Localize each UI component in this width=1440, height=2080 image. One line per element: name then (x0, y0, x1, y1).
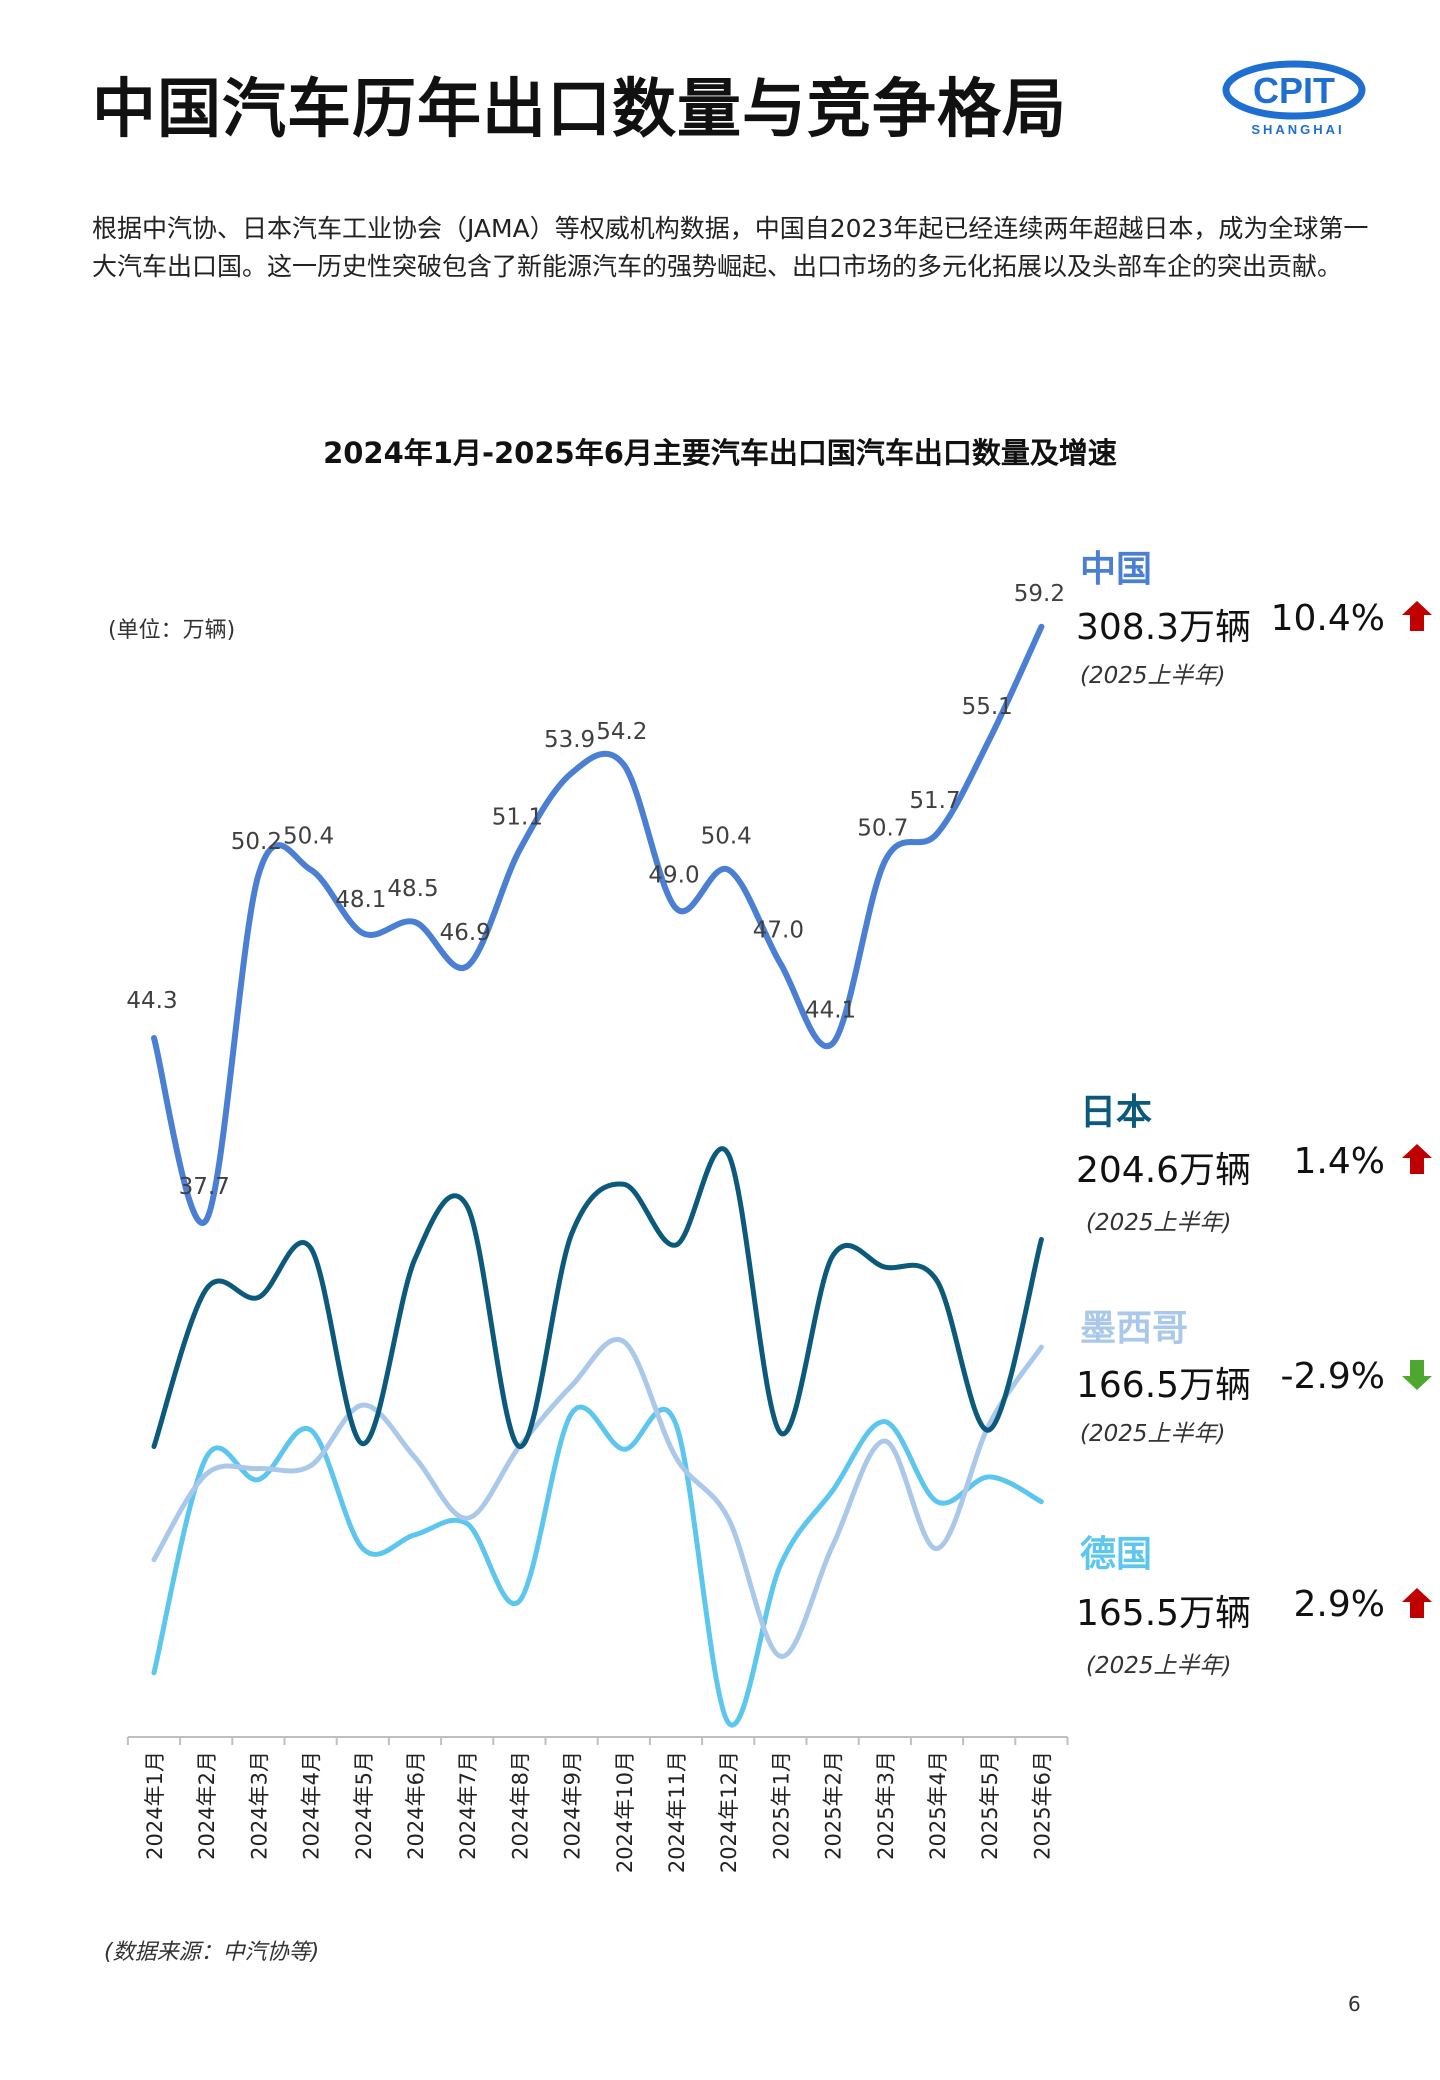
x-tick-label: 2024年2月 (195, 1751, 219, 1860)
x-tick-label: 2024年12月 (717, 1751, 741, 1873)
x-tick-label: 2024年4月 (300, 1751, 324, 1860)
country-growth: 1.4% (1293, 1141, 1385, 1182)
x-tick-label: 2024年3月 (247, 1751, 271, 1860)
country-name: 中国 (1080, 549, 1153, 590)
data-label: 44.1 (805, 998, 856, 1024)
page-title: 中国汽车历年出口数量与竞争格局 (92, 73, 1067, 147)
x-tick-label: 2024年10月 (613, 1751, 637, 1873)
country-growth: 2.9% (1293, 1584, 1385, 1625)
x-tick-label: 2024年6月 (404, 1751, 428, 1860)
x-tick-label: 2024年7月 (456, 1751, 480, 1860)
data-label: 53.9 (544, 727, 595, 753)
data-label: 48.5 (387, 876, 438, 902)
country-total: 165.5万辆 (1076, 1593, 1252, 1634)
x-tick-label: 2025年2月 (822, 1751, 846, 1860)
data-label: 46.9 (440, 920, 491, 946)
data-label: 59.2 (1014, 581, 1065, 607)
data-label: 49.0 (648, 862, 699, 888)
country-total: 308.3万辆 (1076, 607, 1252, 648)
country-name: 日本 (1080, 1092, 1153, 1133)
svg-text:SHANGHAI: SHANGHAI (1251, 122, 1344, 137)
series-line-2 (151, 1336, 1044, 1659)
x-tick-label: 2024年8月 (508, 1751, 532, 1860)
period-label: (2025上半年) (1086, 1653, 1232, 1679)
unit-label: (单位：万辆) (108, 618, 236, 643)
country-name: 德国 (1080, 1534, 1153, 1575)
x-tick-label: 2024年9月 (561, 1751, 585, 1860)
series-line-3 (151, 1404, 1044, 1728)
arrow-down-icon (1402, 1360, 1432, 1390)
x-tick-label: 2025年5月 (978, 1751, 1002, 1860)
period-label: (2025上半年) (1080, 663, 1226, 689)
x-tick-label: 2024年5月 (352, 1751, 376, 1860)
x-tick-label: 2025年6月 (1030, 1751, 1054, 1860)
data-label: 44.3 (126, 988, 177, 1014)
x-tick-label: 2024年1月 (143, 1751, 167, 1860)
x-tick-label: 2025年4月 (926, 1751, 950, 1860)
x-tick-label: 2024年11月 (665, 1751, 689, 1873)
svg-text:CPIT: CPIT (1253, 70, 1335, 111)
data-label: 48.1 (335, 887, 386, 913)
x-tick-label: 2025年1月 (769, 1751, 793, 1860)
cpit-logo: CPIT SHANGHAI (1222, 60, 1366, 137)
data-label: 50.2 (231, 829, 282, 855)
series-line-0 (151, 623, 1045, 1226)
arrow-up-icon (1402, 1588, 1432, 1618)
country-total: 166.5万辆 (1076, 1365, 1252, 1406)
data-label: 50.4 (701, 824, 752, 850)
country-growth: 10.4% (1270, 598, 1385, 639)
intro-paragraph: 根据中汽协、日本汽车工业协会（JAMA）等权威机构数据，中国自2023年起已经连… (92, 214, 1369, 281)
period-label: (2025上半年) (1080, 1421, 1226, 1447)
data-label: 54.2 (596, 719, 647, 745)
country-total: 204.6万辆 (1076, 1150, 1252, 1191)
page-number: 6 (1348, 1992, 1361, 2016)
data-label: 50.4 (283, 824, 334, 850)
data-label: 51.1 (492, 804, 543, 830)
period-label: (2025上半年) (1086, 1210, 1232, 1236)
data-source: (数据来源：中汽协等) (104, 1940, 320, 1965)
arrow-up-icon (1402, 601, 1432, 631)
data-label: 50.7 (857, 815, 908, 841)
data-label: 47.0 (753, 917, 804, 943)
x-tick-label: 2025年3月 (874, 1751, 898, 1860)
series-line-1 (151, 1146, 1044, 1449)
data-label: 51.7 (909, 788, 960, 814)
country-name: 墨西哥 (1080, 1308, 1189, 1349)
country-growth: -2.9% (1280, 1356, 1385, 1397)
arrow-up-icon (1402, 1144, 1432, 1174)
data-label: 55.1 (962, 694, 1013, 720)
chart-title: 2024年1月-2025年6月主要汽车出口国汽车出口数量及增速 (323, 436, 1117, 470)
data-label: 37.7 (179, 1174, 230, 1200)
